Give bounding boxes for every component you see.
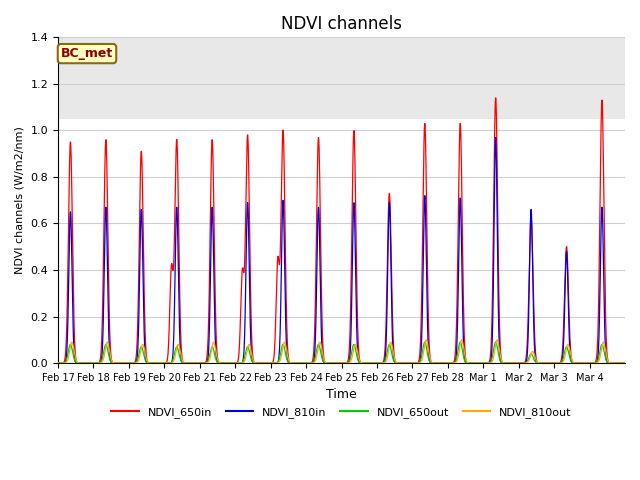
X-axis label: Time: Time (326, 388, 357, 401)
Y-axis label: NDVI channels (W/m2/nm): NDVI channels (W/m2/nm) (15, 126, 25, 274)
Legend: NDVI_650in, NDVI_810in, NDVI_650out, NDVI_810out: NDVI_650in, NDVI_810in, NDVI_650out, NDV… (107, 403, 576, 422)
Text: BC_met: BC_met (61, 47, 113, 60)
Title: NDVI channels: NDVI channels (281, 15, 402, 33)
Bar (58, 26, 625, 119)
